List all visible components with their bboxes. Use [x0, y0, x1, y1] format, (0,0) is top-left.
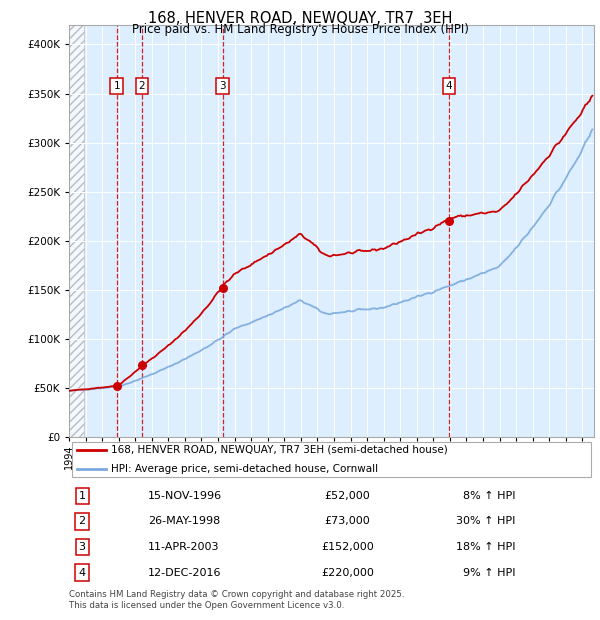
Text: Price paid vs. HM Land Registry's House Price Index (HPI): Price paid vs. HM Land Registry's House … — [131, 23, 469, 36]
Text: HPI: Average price, semi-detached house, Cornwall: HPI: Average price, semi-detached house,… — [111, 464, 378, 474]
Bar — [69, 25, 84, 437]
Text: Contains HM Land Registry data © Crown copyright and database right 2025.
This d: Contains HM Land Registry data © Crown c… — [69, 590, 404, 609]
Text: 26-MAY-1998: 26-MAY-1998 — [148, 516, 220, 526]
Text: 168, HENVER ROAD, NEWQUAY, TR7 3EH (semi-detached house): 168, HENVER ROAD, NEWQUAY, TR7 3EH (semi… — [111, 445, 448, 455]
Text: 9% ↑ HPI: 9% ↑ HPI — [463, 567, 515, 578]
Text: £152,000: £152,000 — [321, 542, 374, 552]
Text: 2: 2 — [79, 516, 86, 526]
Text: 3: 3 — [79, 542, 86, 552]
Text: £52,000: £52,000 — [325, 491, 370, 501]
Text: 30% ↑ HPI: 30% ↑ HPI — [456, 516, 515, 526]
Text: 3: 3 — [220, 81, 226, 91]
Text: 8% ↑ HPI: 8% ↑ HPI — [463, 491, 515, 501]
Text: 4: 4 — [446, 81, 452, 91]
FancyBboxPatch shape — [71, 442, 591, 477]
Text: 12-DEC-2016: 12-DEC-2016 — [148, 567, 221, 578]
Text: £220,000: £220,000 — [321, 567, 374, 578]
Text: £73,000: £73,000 — [325, 516, 370, 526]
Text: 15-NOV-1996: 15-NOV-1996 — [148, 491, 222, 501]
Text: 2: 2 — [139, 81, 145, 91]
Text: 168, HENVER ROAD, NEWQUAY, TR7  3EH: 168, HENVER ROAD, NEWQUAY, TR7 3EH — [148, 11, 452, 25]
Text: 4: 4 — [79, 567, 86, 578]
Text: 1: 1 — [79, 491, 86, 501]
Text: 1: 1 — [113, 81, 120, 91]
Text: 18% ↑ HPI: 18% ↑ HPI — [456, 542, 515, 552]
Text: 11-APR-2003: 11-APR-2003 — [148, 542, 219, 552]
